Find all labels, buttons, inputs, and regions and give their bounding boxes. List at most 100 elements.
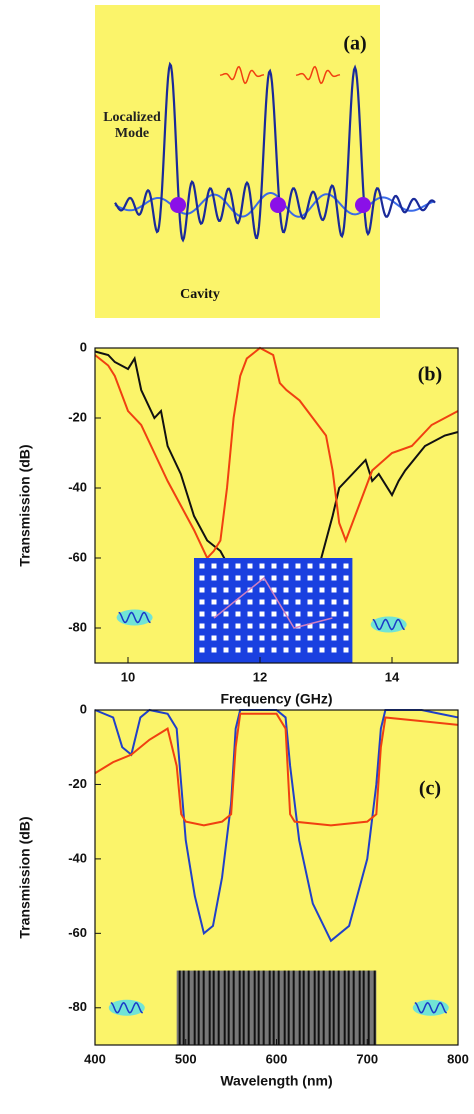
inset-layer [328, 970, 331, 1045]
inset-hole [307, 623, 313, 629]
inset-layer [217, 970, 220, 1045]
inset-hole [235, 623, 241, 629]
inset-hole [343, 575, 349, 581]
inset-hole [211, 623, 217, 629]
inset-layer [358, 970, 361, 1045]
inset-hole [295, 587, 301, 593]
dot [355, 197, 371, 213]
inset-layer [223, 970, 226, 1045]
inset-hole [271, 587, 277, 593]
inset-hole [211, 599, 217, 605]
inset-hole [211, 635, 217, 641]
inset-layer [227, 970, 230, 1045]
inset-layer [238, 970, 241, 1045]
dot [270, 197, 286, 213]
inset-layer [268, 970, 271, 1045]
inset-hole [235, 635, 241, 641]
x-tick-label: 700 [356, 1051, 378, 1066]
inset-hole [307, 575, 313, 581]
inset-hole [343, 599, 349, 605]
inset-hole [331, 587, 337, 593]
inset-hole [271, 599, 277, 605]
inset-layer [287, 970, 290, 1045]
x-axis-label: Frequency (GHz) [220, 691, 332, 707]
inset-layer [242, 970, 245, 1045]
pulse [219, 65, 265, 85]
inset-hole [295, 623, 301, 629]
label: Cavity [180, 287, 220, 302]
inset-hole [211, 587, 217, 593]
inset-layer [253, 970, 256, 1045]
inset-hole [223, 647, 229, 653]
inset-hole [223, 587, 229, 593]
inset-hole [247, 563, 253, 569]
wave-blob-line [372, 618, 405, 631]
inset-hole [331, 647, 337, 653]
inset-hole [343, 623, 349, 629]
inset-hole [223, 635, 229, 641]
inset-hole [283, 635, 289, 641]
inset-layer [347, 970, 350, 1045]
inset [194, 558, 353, 663]
y-tick-label: -60 [68, 925, 87, 940]
inset-hole [283, 587, 289, 593]
inset-hole [259, 587, 265, 593]
inset-hole [259, 623, 265, 629]
dot [170, 197, 186, 213]
inset-hole [259, 611, 265, 617]
y-tick-label: -60 [68, 549, 87, 564]
inset-hole [235, 611, 241, 617]
inset-hole [247, 647, 253, 653]
wave-blob-line [414, 1001, 447, 1014]
y-tick-label: 0 [80, 701, 87, 716]
inset-layer [178, 970, 181, 1045]
pulse [295, 65, 341, 85]
inset-layer [343, 970, 346, 1045]
inset-hole [307, 599, 313, 605]
x-tick-label: 800 [447, 1051, 469, 1066]
inset-layer [187, 970, 190, 1045]
inset-hole [283, 575, 289, 581]
inset-hole [283, 647, 289, 653]
inset-hole [331, 575, 337, 581]
inset-hole [331, 635, 337, 641]
y-tick-label: 0 [80, 339, 87, 354]
inset-hole [223, 563, 229, 569]
inset-hole [283, 563, 289, 569]
x-tick-label: 12 [253, 669, 267, 684]
inset-hole [295, 599, 301, 605]
inset-layer [313, 970, 316, 1045]
inset-hole [259, 599, 265, 605]
inset [176, 970, 377, 1045]
inset-hole [319, 587, 325, 593]
inset-hole [307, 647, 313, 653]
panel-label: (a) [343, 33, 366, 55]
inset-hole [295, 611, 301, 617]
inset-hole [295, 575, 301, 581]
inset-hole [271, 575, 277, 581]
inset-hole [343, 563, 349, 569]
inset-hole [199, 599, 205, 605]
inset-layer [232, 970, 235, 1045]
inset-layer [208, 970, 211, 1045]
y-tick-label: -80 [68, 999, 87, 1014]
inset-hole [271, 647, 277, 653]
inset-hole [307, 563, 313, 569]
inset-hole [247, 611, 253, 617]
inset-hole [283, 623, 289, 629]
inset-layer [257, 970, 260, 1045]
inset-hole [319, 611, 325, 617]
inset-hole [343, 587, 349, 593]
inset-layer [272, 970, 275, 1045]
inset-layer [317, 970, 320, 1045]
plot-frame [94, 347, 459, 664]
inset-hole [199, 563, 205, 569]
schematic-box [95, 5, 380, 318]
inset-layer [197, 970, 200, 1045]
panel-label: (b) [418, 364, 442, 386]
inset-layer [212, 970, 215, 1045]
inset-layer [292, 970, 295, 1045]
inset-hole [259, 647, 265, 653]
inset-hole [307, 587, 313, 593]
